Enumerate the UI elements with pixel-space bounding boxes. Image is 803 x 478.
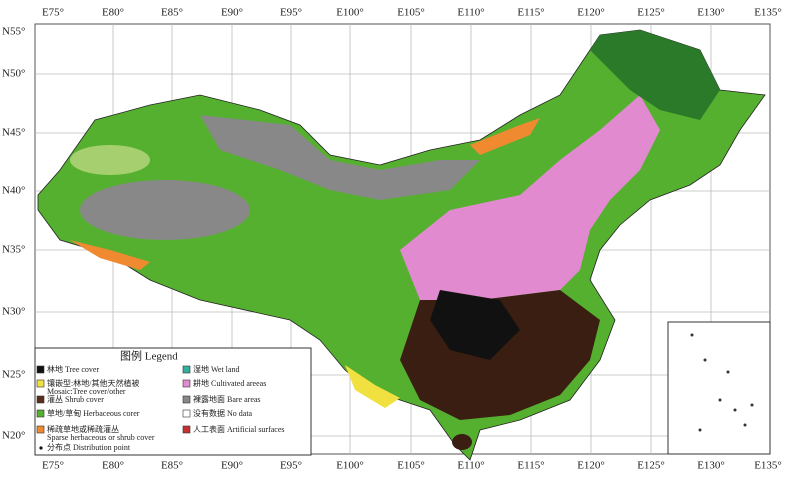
longitude-label: E110° bbox=[457, 460, 484, 472]
legend-label: 草地/草甸 Herbaceous corer bbox=[47, 408, 140, 418]
legend-title: 图例 Legend bbox=[120, 349, 178, 363]
longitude-label: E130° bbox=[697, 7, 725, 19]
sparse-area bbox=[70, 145, 150, 175]
longitude-label: E125° bbox=[637, 7, 665, 19]
cultivated-area bbox=[400, 95, 660, 300]
longitude-label: E110° bbox=[457, 7, 484, 19]
legend-swatch bbox=[182, 365, 191, 374]
longitude-label: E125° bbox=[637, 460, 665, 472]
latitude-label: N45° bbox=[2, 127, 25, 139]
legend-label: 稀疏草地或稀疏灌丛 bbox=[47, 424, 119, 434]
legend-label: 分布点 Distribution point bbox=[47, 442, 131, 452]
legend-label: 灌丛 Shrub cover bbox=[47, 394, 104, 404]
sparse-area bbox=[470, 118, 540, 155]
bare-area bbox=[80, 180, 250, 240]
legend-box bbox=[34, 347, 312, 456]
mosaic-area bbox=[345, 365, 400, 408]
legend-swatch bbox=[182, 379, 191, 388]
legend-swatch bbox=[36, 425, 45, 434]
inset-box bbox=[667, 321, 771, 455]
latitude-label: N30° bbox=[2, 306, 25, 318]
longitude-label: E80° bbox=[102, 7, 124, 19]
tree-area bbox=[430, 290, 520, 360]
latitude-label: N40° bbox=[2, 185, 25, 197]
longitude-label: E80° bbox=[102, 460, 124, 472]
legend-label-en: Mosaic:Tree cover/other bbox=[47, 387, 126, 396]
legend-swatch bbox=[36, 409, 45, 418]
sparse-area bbox=[70, 240, 150, 270]
longitude-label: E90° bbox=[221, 460, 243, 472]
legend-swatch bbox=[182, 409, 191, 418]
latitude-label: N20° bbox=[2, 430, 25, 442]
longitude-label: E100° bbox=[336, 7, 364, 19]
longitude-label: E90° bbox=[221, 7, 243, 19]
longitude-label: E85° bbox=[161, 7, 183, 19]
longitude-label: E105° bbox=[397, 7, 425, 19]
legend-label: 湿地 Wet land bbox=[193, 364, 239, 374]
legend-label: 镶嵌型:林地/其他天然植被 bbox=[47, 378, 139, 388]
latitude-label: N50° bbox=[2, 68, 25, 80]
legend-swatch bbox=[36, 379, 45, 388]
legend-label: 裸露地面 Bare areas bbox=[193, 394, 261, 404]
latitude-label: N25° bbox=[2, 369, 25, 381]
inset-islands bbox=[690, 333, 754, 432]
longitude-label: E105° bbox=[397, 460, 425, 472]
china-map bbox=[37, 29, 766, 461]
legend-label-en: Sparse herbaceous or shrub cover bbox=[47, 433, 155, 442]
tree-area bbox=[590, 30, 720, 120]
legend-swatch bbox=[182, 425, 191, 434]
legend-label: 耕地 Cultivated areeas bbox=[193, 378, 266, 388]
longitude-label: E135° bbox=[754, 7, 782, 19]
longitude-label: E100° bbox=[336, 460, 364, 472]
longitude-label: E85° bbox=[161, 460, 183, 472]
longitude-label: E75° bbox=[42, 460, 64, 472]
longitude-label: E95° bbox=[280, 7, 302, 19]
longitude-label: E115° bbox=[517, 460, 544, 472]
labels: E75° E75° E80° E80° E85° E85° E90° E90° E95° E95°… bbox=[2, 7, 782, 472]
longitude-label: E120° bbox=[577, 7, 605, 19]
legend-swatch bbox=[182, 395, 191, 404]
longitude-label: E130° bbox=[697, 460, 725, 472]
legend-point bbox=[39, 446, 43, 450]
longitude-label: E135° bbox=[754, 460, 782, 472]
legend-swatch bbox=[36, 365, 45, 374]
hainan bbox=[452, 434, 472, 450]
legend-swatch bbox=[36, 395, 45, 404]
legend-label: 人工表面 Artificial surfaces bbox=[193, 424, 285, 434]
longitude-label: E75° bbox=[42, 7, 64, 19]
legend-label: 林地 Tree cover bbox=[47, 364, 99, 374]
legend-label: 没有数据 No data bbox=[193, 408, 253, 418]
bare-area bbox=[200, 115, 480, 200]
longitude-label: E120° bbox=[577, 460, 605, 472]
longitude-label: E115° bbox=[517, 7, 544, 19]
latitude-label: N35° bbox=[2, 244, 25, 256]
latitude-label: N55° bbox=[2, 26, 25, 38]
longitude-label: E95° bbox=[280, 460, 302, 472]
